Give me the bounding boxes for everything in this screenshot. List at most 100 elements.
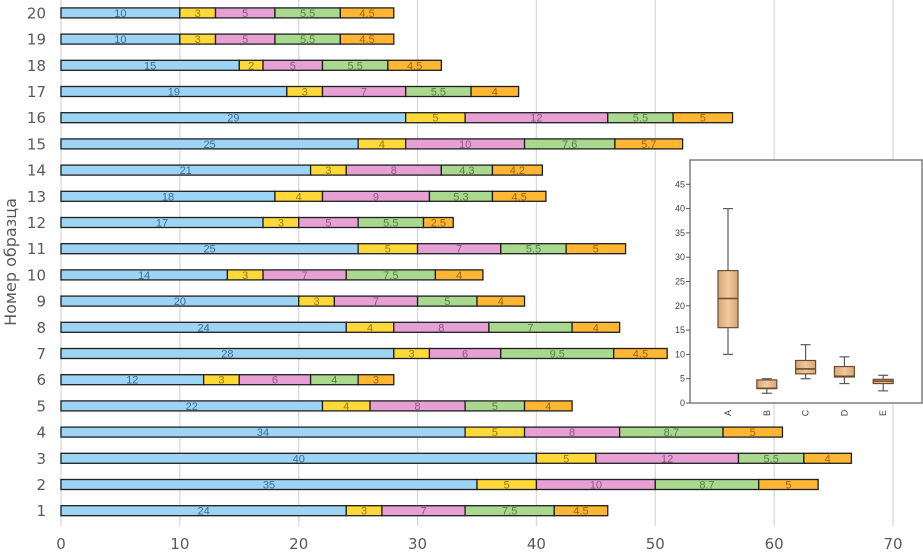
bar-data-label: 5.5 [300, 8, 315, 20]
bar-data-label: 5.5 [300, 34, 315, 46]
bar-row: 28 3 6 9.5 4.5 [60, 347, 668, 361]
y-tick-label: 13 [27, 188, 46, 206]
bar-data-label: 29 [227, 113, 239, 125]
y-tick-label: 1 [36, 502, 46, 520]
iqr-box [794, 359, 817, 375]
bar-row: 25 5 7 5.5 5 [60, 243, 627, 256]
inset-category-label: B [762, 410, 772, 416]
bar-data-label: 3 [242, 270, 248, 282]
y-tick-label: 14 [27, 162, 46, 180]
y-tick-label: 17 [27, 83, 46, 101]
y-tick-label: 5 [36, 397, 46, 415]
bar-data-label: 22 [186, 401, 198, 413]
bar-data-label: 5.5 [431, 87, 446, 99]
bar-data-label: 18 [162, 191, 174, 203]
box-d [833, 356, 856, 385]
bar-data-label: 10 [114, 8, 126, 20]
bar-segment-e [434, 269, 484, 281]
inset-category-label: A [723, 410, 733, 416]
bar-data-label: 25 [203, 139, 215, 151]
bar-data-label: 19 [168, 87, 180, 99]
bar-data-label: 5.5 [633, 113, 648, 125]
x-tick-label: 50 [646, 535, 665, 553]
bar-segment-e [470, 85, 520, 98]
bar-data-label: 5 [785, 480, 791, 492]
bar-data-label: 7 [302, 270, 308, 282]
bar-data-label: 5 [504, 480, 510, 492]
bar-data-label: 5 [385, 244, 391, 256]
bar-data-label: 3 [302, 87, 308, 99]
bar-data-label: 4.5 [359, 8, 374, 20]
bar-data-label: 5.5 [526, 244, 541, 256]
bar-data-label: 5.7 [641, 139, 656, 151]
main-axes: Номер образца 0 10 20 30 40 50 60 7012345678910… [1, 4, 903, 553]
bar-segment-e [523, 400, 573, 412]
bar-data-label: 7.6 [562, 139, 577, 151]
y-tick-label: 4 [36, 424, 46, 442]
x-tick-label: 20 [289, 535, 308, 553]
bar-data-label: 4.5 [573, 506, 588, 518]
bar-data-label: 10 [459, 139, 471, 151]
inset-category-label: E [878, 410, 888, 416]
box-a [717, 208, 739, 355]
inset-y-tick-label: 30 [675, 252, 685, 262]
inset-y-tick-label: 25 [675, 277, 685, 287]
bar-row: 19 3 7 5.5 4 [60, 85, 520, 99]
bar-data-label: 9.5 [550, 349, 565, 361]
y-tick-label: 19 [27, 31, 46, 49]
bar-row: 25 4 10 7.6 5.7 [60, 138, 684, 151]
bar-data-label: 5 [444, 296, 450, 308]
bar-row: 17 3 5 5.5 2.5 [60, 216, 454, 230]
inset-y-tick-label: 45 [675, 179, 685, 189]
bar-data-label: 24 [198, 322, 210, 334]
bar-data-label: 4 [825, 453, 831, 465]
bar-data-label: 7 [456, 244, 462, 256]
bar-data-label: 7 [373, 296, 379, 308]
bar-data-label: 5 [750, 427, 756, 439]
bar-data-label: 15 [144, 60, 156, 72]
bar-data-label: 4 [343, 401, 349, 413]
inset-y-tick-label: 15 [675, 325, 685, 335]
bar-data-label: 5 [563, 453, 569, 465]
box-b [756, 378, 778, 394]
bar-row: 24 3 7 7.5 4.5 [60, 505, 609, 518]
bar-data-label: 7.5 [383, 270, 398, 282]
bar-data-label: 5 [290, 60, 296, 72]
bar-segment-e [803, 452, 853, 464]
bar-data-label: 8.7 [664, 427, 679, 439]
x-tick-label: 10 [170, 535, 189, 553]
bar-data-label: 3 [218, 375, 224, 387]
bar-row: 10 3 5 5.5 4.5 [60, 7, 395, 20]
bar-data-label: 21 [180, 165, 192, 177]
bar-data-label: 40 [293, 453, 305, 465]
inset-category-label: D [839, 409, 849, 416]
bar-data-label: 3 [195, 34, 201, 46]
bar-row: 35 5 10 8.7 5 [60, 478, 819, 492]
y-tick-label: 18 [27, 57, 46, 75]
iqr-box [756, 379, 778, 390]
bar-data-label: 3 [325, 165, 331, 177]
bar-data-label: 5 [492, 427, 498, 439]
bar-data-label: 7 [527, 322, 533, 334]
bar-data-label: 4.5 [407, 60, 422, 72]
x-tick-label: 70 [883, 535, 902, 553]
bar-data-label: 5.5 [383, 218, 398, 230]
bar-segment-e [722, 426, 784, 438]
bar-row: 34 5 8 8.7 5 [60, 426, 784, 439]
bar-data-label: 34 [257, 427, 269, 439]
bar-data-label: 3 [409, 349, 415, 361]
bar-segment-e [339, 7, 395, 19]
inset-y-tick-label: 20 [675, 301, 685, 311]
bar-data-label: 4 [296, 191, 302, 203]
bar-data-label: 25 [203, 244, 215, 256]
bar-segment-e [758, 478, 819, 491]
y-tick-label: 15 [27, 135, 46, 153]
bar-data-label: 20 [174, 296, 186, 308]
bar-data-label: 7 [361, 87, 367, 99]
bar-data-label: 12 [661, 453, 673, 465]
box-e [872, 374, 894, 392]
bar-data-label: 3 [313, 296, 319, 308]
bar-data-label: 8.7 [699, 480, 714, 492]
x-tick-label: 0 [56, 535, 66, 553]
